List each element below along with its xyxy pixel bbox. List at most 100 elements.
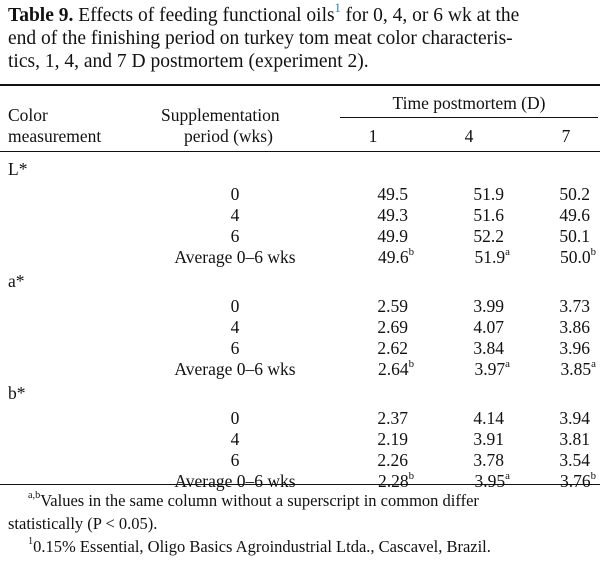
value-text: 3.86 (559, 317, 590, 337)
footnote-ab-marker: a,b (28, 489, 41, 501)
value-text: 2.26 (377, 450, 408, 470)
footnote-1-text: 0.15% Essential, Oligo Basics Agroindust… (33, 537, 491, 556)
value-cell: 3.85a (506, 358, 596, 380)
footnote-ab-line2: statistically (P < 0.05). (8, 514, 158, 533)
value-text: 3.54 (559, 450, 590, 470)
value-text: 50.1 (559, 226, 590, 246)
value-cell: 3.86 (506, 316, 596, 338)
value-text: 4.07 (473, 317, 504, 337)
period-cell: 0 (230, 184, 240, 204)
header-rule (0, 151, 600, 152)
value-cell: 49.6b (324, 246, 414, 268)
value-text: 3.94 (559, 408, 590, 428)
value-text: 2.37 (377, 408, 408, 428)
value-text: 3.76 (559, 471, 591, 491)
period-cell: 6 (230, 226, 240, 246)
significance-superscript: b (408, 469, 414, 482)
value-text: 4.14 (473, 408, 504, 428)
significance-superscript: b (408, 357, 414, 370)
value-cell: 3.81 (506, 428, 596, 450)
period-cell: Average 0–6 wks (174, 471, 296, 491)
value-cell: 50.1 (506, 225, 596, 247)
significance-superscript: a (505, 469, 510, 482)
group-label: L* (8, 159, 28, 179)
footnote-1: 10.15% Essential, Oligo Basics Agroindus… (28, 536, 491, 558)
period-cell: 4 (230, 317, 240, 337)
period-cell: 6 (230, 450, 240, 470)
header-day-4: 4 (464, 126, 474, 146)
value-cell: 51.9a (420, 246, 510, 268)
value-text: 2.28 (377, 471, 409, 491)
period-cell: 6 (230, 338, 240, 358)
value-cell: 4.14 (420, 407, 510, 429)
caption-line-1: Table 9. Effects of feeding functional o… (8, 0, 594, 27)
value-cell: 49.6 (506, 204, 596, 226)
value-text: 3.99 (473, 296, 504, 316)
table-caption: Table 9. Effects of feeding functional o… (8, 0, 594, 73)
footnote-ab-line1: a,bValues in the same column without a s… (28, 490, 479, 512)
value-text: 3.78 (473, 450, 504, 470)
value-cell: 3.97a (420, 358, 510, 380)
value-cell: 3.73 (506, 295, 596, 317)
value-cell: 4.07 (420, 316, 510, 338)
significance-superscript: b (590, 469, 596, 482)
value-text: 3.85 (560, 359, 592, 379)
caption-line-2: end of the finishing period on turkey to… (8, 28, 513, 49)
value-text: 49.6 (559, 205, 590, 225)
value-cell: 2.26 (324, 449, 414, 471)
value-cell: 2.28b (324, 470, 414, 492)
significance-superscript: a (505, 245, 510, 258)
value-cell: 3.54 (506, 449, 596, 471)
value-cell: 49.3 (324, 204, 414, 226)
top-rule (0, 84, 600, 86)
period-cell: Average 0–6 wks (174, 247, 296, 267)
value-text: 52.2 (473, 226, 504, 246)
header-col2-line1: Supplementation (161, 105, 280, 125)
value-text: 2.59 (377, 296, 408, 316)
value-text: 3.96 (559, 338, 590, 358)
period-cell: 4 (230, 429, 240, 449)
value-text: 3.73 (559, 296, 590, 316)
value-text: 49.6 (377, 247, 409, 267)
value-cell: 2.59 (324, 295, 414, 317)
group-label: b* (8, 383, 26, 403)
period-cell: Average 0–6 wks (174, 359, 296, 379)
value-text: 49.3 (377, 205, 408, 225)
value-cell: 49.9 (324, 225, 414, 247)
value-cell: 2.19 (324, 428, 414, 450)
value-cell: 50.2 (506, 183, 596, 205)
bottom-rule (0, 484, 600, 485)
value-cell: 3.94 (506, 407, 596, 429)
header-col2-line2: period (wks) (184, 126, 273, 146)
value-text: 50.0 (559, 247, 591, 267)
value-cell: 2.62 (324, 337, 414, 359)
period-cell: 0 (230, 296, 240, 316)
value-text: 3.95 (474, 471, 506, 491)
value-text: 49.9 (377, 226, 408, 246)
period-cell: 0 (230, 408, 240, 428)
value-cell: 49.5 (324, 183, 414, 205)
value-text: 2.64 (377, 359, 409, 379)
table-label: Table 9. (8, 5, 74, 26)
header-span-time: Time postmortem (D) (392, 93, 546, 113)
value-cell: 51.9 (420, 183, 510, 205)
value-cell: 3.78 (420, 449, 510, 471)
value-cell: 3.96 (506, 337, 596, 359)
header-day-7: 7 (561, 126, 571, 146)
value-text: 49.5 (377, 184, 408, 204)
caption-text-1: Effects of feeding functional oils (78, 5, 335, 26)
value-text: 51.9 (474, 247, 506, 267)
value-cell: 2.37 (324, 407, 414, 429)
value-text: 3.84 (473, 338, 504, 358)
header-col1-line2: measurement (8, 126, 102, 146)
value-text: 2.62 (377, 338, 408, 358)
value-text: 2.19 (377, 429, 408, 449)
span-rule (340, 117, 598, 118)
value-cell: 50.0b (506, 246, 596, 268)
header-day-1: 1 (368, 126, 378, 146)
value-cell: 2.64b (324, 358, 414, 380)
caption-footnote-ref[interactable]: 1 (334, 0, 341, 15)
value-cell: 3.95a (420, 470, 510, 492)
value-cell: 2.69 (324, 316, 414, 338)
